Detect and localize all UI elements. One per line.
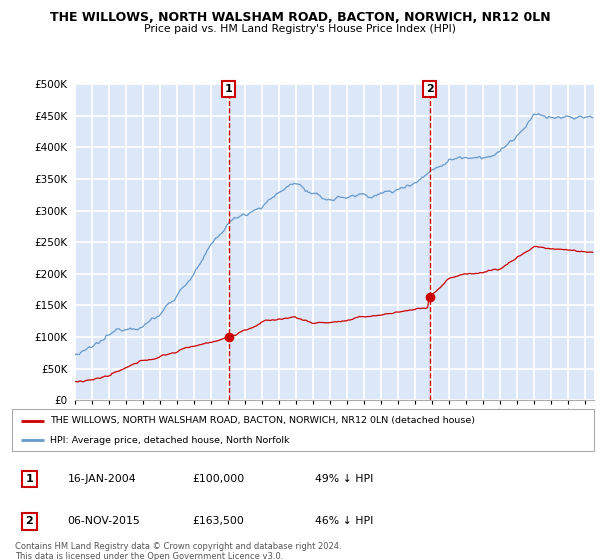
Text: £163,500: £163,500	[193, 516, 244, 526]
Text: 16-JAN-2004: 16-JAN-2004	[67, 474, 136, 484]
Text: THE WILLOWS, NORTH WALSHAM ROAD, BACTON, NORWICH, NR12 0LN: THE WILLOWS, NORTH WALSHAM ROAD, BACTON,…	[50, 11, 550, 24]
Text: £100,000: £100,000	[193, 474, 245, 484]
Text: Price paid vs. HM Land Registry's House Price Index (HPI): Price paid vs. HM Land Registry's House …	[144, 24, 456, 34]
Text: 1: 1	[26, 474, 34, 484]
Text: HPI: Average price, detached house, North Norfolk: HPI: Average price, detached house, Nort…	[50, 436, 289, 445]
Text: 49% ↓ HPI: 49% ↓ HPI	[314, 474, 373, 484]
Text: 06-NOV-2015: 06-NOV-2015	[67, 516, 140, 526]
Text: Contains HM Land Registry data © Crown copyright and database right 2024.
This d: Contains HM Land Registry data © Crown c…	[15, 542, 341, 560]
Text: 46% ↓ HPI: 46% ↓ HPI	[314, 516, 373, 526]
Text: 2: 2	[426, 84, 433, 94]
Text: 2: 2	[26, 516, 34, 526]
Text: THE WILLOWS, NORTH WALSHAM ROAD, BACTON, NORWICH, NR12 0LN (detached house): THE WILLOWS, NORTH WALSHAM ROAD, BACTON,…	[50, 416, 475, 425]
Text: 1: 1	[225, 84, 233, 94]
